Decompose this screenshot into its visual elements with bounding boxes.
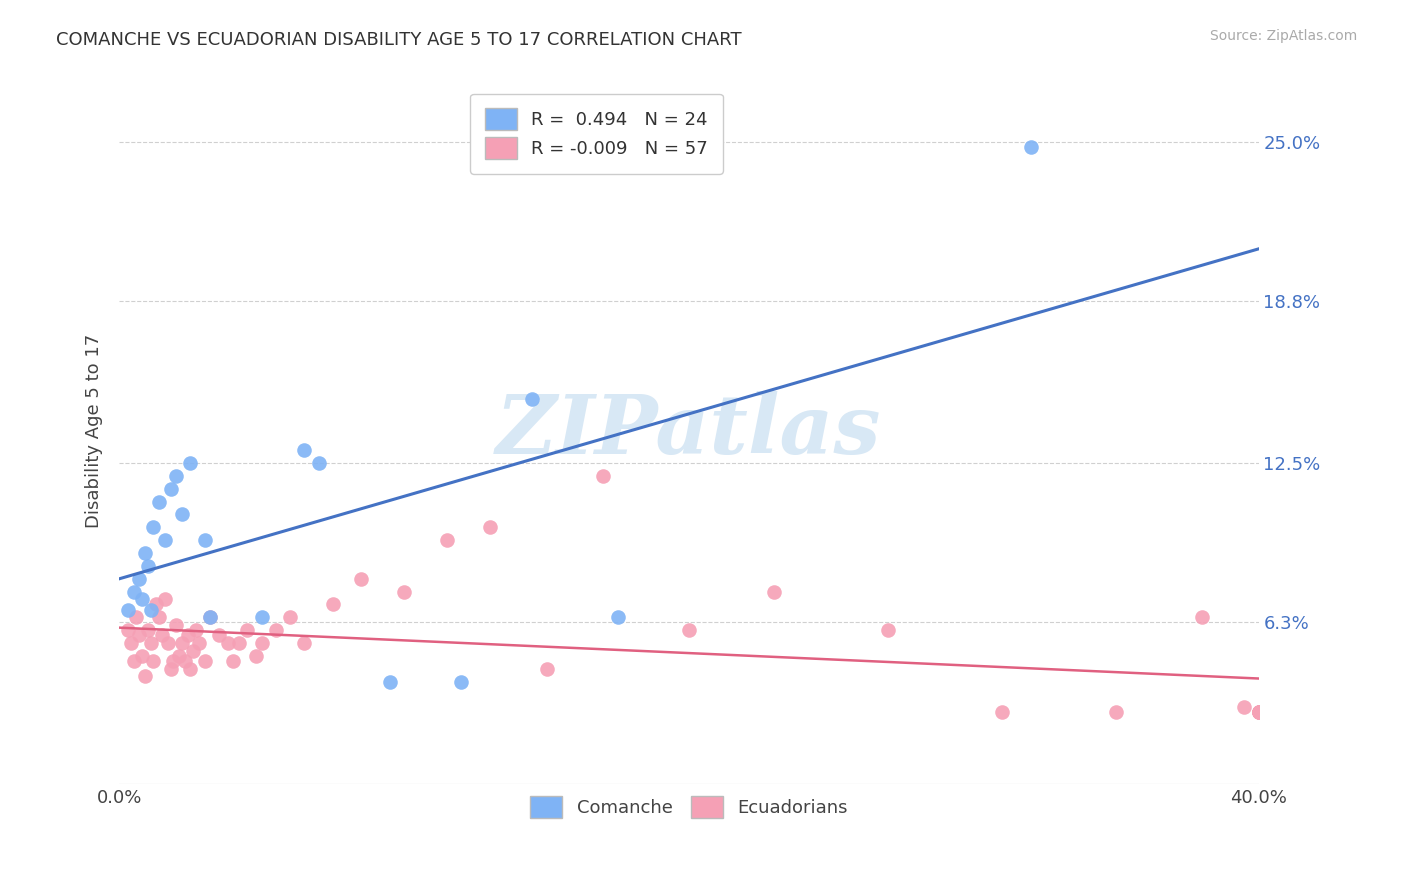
Point [1247,706,1270,720]
Point [1233,700,1256,714]
Point [200,610,222,624]
Point [156,636,179,650]
Point [170,508,193,522]
Point [250,610,273,624]
Point [322,598,344,612]
Point [142,654,165,668]
Point [136,623,159,637]
Point [1247,706,1270,720]
Point [250,636,273,650]
Point [125,610,148,624]
Point [176,628,198,642]
Point [200,610,222,624]
Point [606,610,628,624]
Point [117,623,139,637]
Point [294,443,316,458]
Point [678,623,700,637]
Point [186,623,208,637]
Point [1247,706,1270,720]
Point [228,636,250,650]
Point [194,533,217,548]
Point [131,592,153,607]
Point [131,648,153,663]
Point [136,558,159,573]
Point [128,628,150,642]
Point [245,648,267,663]
Point [991,706,1014,720]
Point [170,636,193,650]
Point [167,648,190,663]
Point [877,623,900,637]
Point [179,456,201,470]
Point [153,592,176,607]
Point [150,628,173,642]
Point [236,623,259,637]
Point [134,546,156,560]
Point [450,674,472,689]
Point [1247,706,1270,720]
Point [128,572,150,586]
Point [1191,610,1213,624]
Point [278,610,301,624]
Point [308,456,330,470]
Point [139,636,162,650]
Point [188,636,211,650]
Point [179,662,201,676]
Point [165,618,187,632]
Point [478,520,501,534]
Point [142,520,165,534]
Point [165,469,187,483]
Point [222,654,245,668]
Point [1105,706,1128,720]
Point [139,602,162,616]
Point [536,662,558,676]
Point [117,602,139,616]
Point [264,623,287,637]
Point [120,636,142,650]
Point [148,610,170,624]
Point [162,654,184,668]
Point [148,494,170,508]
Point [122,654,145,668]
Point [763,584,786,599]
Point [217,636,239,650]
Point [153,533,176,548]
Point [350,572,373,586]
Text: ZIPatlas: ZIPatlas [496,391,882,471]
Point [592,469,614,483]
Point [1019,140,1042,154]
Point [159,482,181,496]
Point [1247,706,1270,720]
Legend: Comanche, Ecuadorians: Comanche, Ecuadorians [523,789,855,825]
Point [208,628,231,642]
Text: Source: ZipAtlas.com: Source: ZipAtlas.com [1209,29,1357,43]
Text: COMANCHE VS ECUADORIAN DISABILITY AGE 5 TO 17 CORRELATION CHART: COMANCHE VS ECUADORIAN DISABILITY AGE 5 … [56,31,742,49]
Point [183,644,205,658]
Point [378,674,401,689]
Point [122,584,145,599]
Point [145,598,167,612]
Point [392,584,415,599]
Point [159,662,181,676]
Point [522,392,544,406]
Point [194,654,217,668]
Point [436,533,458,548]
Point [173,654,195,668]
Point [134,669,156,683]
Point [294,636,316,650]
Y-axis label: Disability Age 5 to 17: Disability Age 5 to 17 [86,334,103,528]
